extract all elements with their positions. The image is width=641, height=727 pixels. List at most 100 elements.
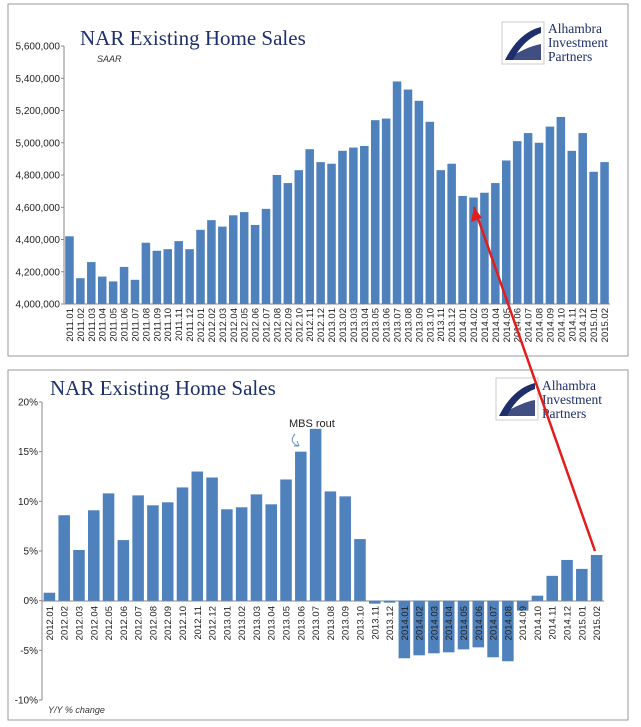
top-bar <box>512 141 522 304</box>
top-x-tick-label: 2014.12 <box>578 308 589 342</box>
bottom-x-tick-label: 2012.04 <box>89 606 100 640</box>
top-bar <box>130 279 140 304</box>
top-y-tick-label: 5,600,000 <box>16 42 61 53</box>
top-bar <box>141 242 151 304</box>
top-x-tick-label: 2014.07 <box>524 308 535 342</box>
bottom-bar <box>73 550 85 601</box>
top-x-tick-label: 2013.09 <box>414 308 425 342</box>
top-x-tick-label: 2012.09 <box>283 308 294 342</box>
bottom-bar <box>546 575 559 601</box>
bottom-bar <box>87 510 100 601</box>
bottom-bar <box>354 539 366 601</box>
bottom-logo: Alhambra Investment Partners <box>495 377 602 421</box>
top-y-tick-label: 4,400,000 <box>16 235 61 246</box>
bottom-bar <box>383 600 396 603</box>
mbs-annotation-arrow <box>291 433 300 447</box>
logo-line-3: Partners <box>548 49 592 64</box>
top-bar <box>229 215 238 304</box>
logo-mark-icon-2 <box>499 383 535 416</box>
red-connector-arrow <box>471 206 597 552</box>
bottom-bar <box>280 479 292 601</box>
bottom-x-tick-label: 2012.12 <box>208 606 219 640</box>
bottom-x-tick-label: 2013.12 <box>385 606 396 640</box>
top-x-tick-label: 2013.05 <box>371 308 382 342</box>
top-x-tick-label: 2014.01 <box>458 308 469 342</box>
top-x-tick-label: 2013.08 <box>403 308 414 342</box>
top-bar <box>392 81 402 304</box>
bottom-bar <box>487 600 499 658</box>
bottom-bar <box>531 595 544 601</box>
top-bar <box>523 133 533 304</box>
top-bar <box>502 160 511 304</box>
bottom-x-tick-label: 2014.01 <box>400 606 411 640</box>
top-y-tick-label: 4,000,000 <box>16 300 61 311</box>
bottom-bar <box>235 507 248 601</box>
bottom-bar <box>161 502 174 601</box>
bottom-x-tick-label: 2014.04 <box>444 606 455 640</box>
top-bar <box>447 163 456 304</box>
top-bar <box>436 170 445 304</box>
bottom-x-tick-label: 2014.05 <box>459 606 470 640</box>
bottom-bar <box>413 600 425 656</box>
bottom-bar <box>561 559 573 601</box>
top-bars <box>65 81 609 304</box>
bottom-y-tick-label: 5% <box>24 547 39 558</box>
bottom-bar <box>206 477 218 601</box>
top-bar <box>381 118 391 304</box>
top-x-tick-label: 2011.01 <box>65 308 76 342</box>
top-x-tick-label: 2013.04 <box>360 308 371 342</box>
top-bar <box>294 170 304 304</box>
bottom-bar <box>265 504 278 601</box>
top-x-tick-label: 2014.05 <box>502 308 513 342</box>
bottom-chart-note: Y/Y % change <box>48 705 105 715</box>
top-x-tick-label: 2014.10 <box>556 308 567 342</box>
bottom-bar <box>576 568 588 601</box>
bottom-bar <box>398 600 411 659</box>
top-bar <box>370 120 380 304</box>
top-bar <box>239 212 249 304</box>
bottom-x-tick-label: 2014.07 <box>489 606 500 640</box>
top-x-tick-label: 2012.01 <box>196 308 207 342</box>
top-bar <box>316 162 325 304</box>
bottom-y-tick-label: 15% <box>18 447 38 458</box>
top-bar <box>360 145 369 304</box>
bottom-bar <box>428 600 440 654</box>
top-x-tick-label: 2013.02 <box>338 308 349 342</box>
red-arrowhead-icon <box>471 207 482 222</box>
bottom-bar <box>472 600 485 648</box>
top-bar <box>119 266 129 304</box>
top-bar <box>87 262 96 304</box>
bottom-x-tick-label: 2013.02 <box>237 606 248 640</box>
bottom-x-tick-label: 2015.02 <box>592 606 603 640</box>
top-chart-note: SAAR <box>97 54 122 64</box>
top-bar <box>491 183 500 304</box>
bottom-bar <box>147 505 159 601</box>
bottom-bar <box>368 600 381 604</box>
bottom-y-tick-label: 20% <box>18 398 38 409</box>
bottom-bars <box>43 428 603 662</box>
logo-line-2: Investment <box>548 35 608 50</box>
top-x-tick-label: 2011.02 <box>76 308 87 342</box>
bottom-x-tick-label: 2014.08 <box>503 606 514 640</box>
top-x-tick-label: 2011.04 <box>98 308 109 342</box>
top-bar <box>218 226 227 304</box>
top-y-tick-label: 4,800,000 <box>16 171 61 182</box>
top-x-tick-label: 2012.07 <box>262 308 273 342</box>
top-x-tick-label: 2012.08 <box>272 308 283 342</box>
bottom-x-tick-label: 2014.02 <box>415 606 426 640</box>
top-y-tick-label: 4,200,000 <box>16 267 61 278</box>
bottom-bar <box>339 496 351 601</box>
bottom-y-tick-label: 10% <box>18 497 38 508</box>
bottom-bar <box>117 540 130 601</box>
bottom-x-tick-label: 2013.03 <box>252 606 263 640</box>
bottom-y-tick-label: 0% <box>24 596 39 607</box>
bottom-x-tick-label: 2013.10 <box>355 606 366 640</box>
bottom-chart-title: NAR Existing Home Sales <box>50 376 276 400</box>
top-x-tick-label: 2014.02 <box>469 308 480 342</box>
top-x-tick-label: 2011.03 <box>87 308 98 342</box>
bottom-x-tick-label: 2014.03 <box>429 606 440 640</box>
bottom-bar <box>516 600 529 611</box>
mbs-annotation: MBS rout <box>289 418 335 430</box>
top-x-tick-label: 2012.05 <box>240 308 251 342</box>
